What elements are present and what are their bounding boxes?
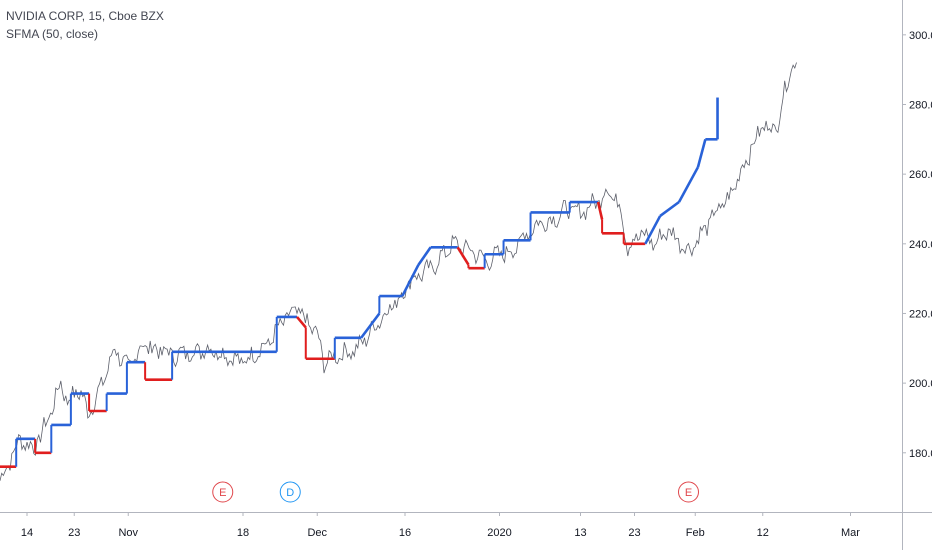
earnings-marker[interactable]: E xyxy=(212,481,234,503)
x-tick-label: 16 xyxy=(399,527,411,539)
event-marker-circle xyxy=(212,481,234,503)
x-tick-label: 14 xyxy=(21,527,33,539)
y-tick-label: 200.00 xyxy=(909,378,932,390)
x-tick-label: 13 xyxy=(574,527,586,539)
sfma-segment xyxy=(417,246,432,266)
chart-legend: NVIDIA CORP, 15, Cboe BZX SFMA (50, clos… xyxy=(6,7,164,43)
price-series-line xyxy=(0,62,797,481)
sfma-segment xyxy=(296,316,307,329)
y-tick-label: 280.00 xyxy=(909,99,932,111)
indicator-label: SFMA (50, close) xyxy=(6,27,99,41)
dividend-marker[interactable]: D xyxy=(279,481,301,503)
y-tick-label: 300.00 xyxy=(909,30,932,42)
sfma-segment xyxy=(456,246,470,266)
x-tick-label: 23 xyxy=(628,527,640,539)
x-tick-label: Nov xyxy=(118,527,138,539)
sfma-segment xyxy=(596,201,604,220)
earnings-marker[interactable]: E xyxy=(678,481,699,503)
x-tick-label: 12 xyxy=(757,527,769,539)
event-marker-label: E xyxy=(685,487,692,499)
x-tick-label: 2020 xyxy=(487,527,511,539)
symbol-title: NVIDIA CORP, 15, Cboe BZX xyxy=(6,9,164,23)
event-marker-circle xyxy=(678,481,699,503)
sfma-segment xyxy=(677,166,700,203)
y-tick-label: 240.00 xyxy=(909,239,932,251)
y-tick-label: 180.00 xyxy=(909,448,932,460)
sfma-segment xyxy=(696,138,707,168)
sfma-segment xyxy=(401,264,420,297)
x-tick-label: Mar xyxy=(841,527,860,539)
event-marker-circle xyxy=(279,481,301,503)
x-tick-label: 18 xyxy=(237,527,249,539)
sfma-segment xyxy=(644,215,662,245)
x-tick-label: 23 xyxy=(68,527,80,539)
y-tick-label: 220.00 xyxy=(909,308,932,320)
y-tick-label: 260.00 xyxy=(909,169,932,181)
sfma-segment xyxy=(659,200,680,217)
x-tick-label: Feb xyxy=(686,527,705,539)
event-marker-label: E xyxy=(219,487,226,499)
x-tick-label: Dec xyxy=(307,527,327,539)
event-marker-label: D xyxy=(286,487,294,499)
sfma-segment xyxy=(360,312,381,339)
